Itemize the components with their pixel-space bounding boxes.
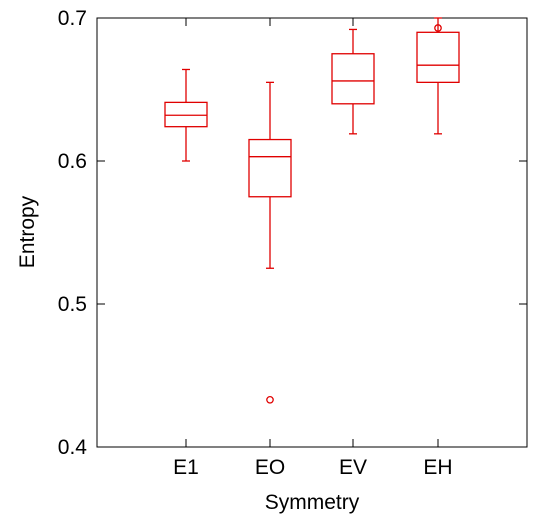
box-series [164, 17, 460, 404]
y-axis: 0.4 0.5 0.6 0.7 [58, 7, 527, 459]
y-axis-label: Entropy [16, 195, 39, 268]
y-tick-label: 0.7 [58, 7, 87, 30]
box-iqr [331, 53, 375, 105]
x-tick-label: E1 [173, 456, 199, 479]
x-tick-label: EH [423, 456, 452, 479]
x-tick-label: EV [339, 456, 367, 479]
box-iqr [416, 31, 460, 83]
y-tick-label: 0.5 [58, 293, 87, 316]
outlier-point [434, 24, 442, 32]
outlier-point [266, 395, 274, 404]
box-iqr [248, 138, 292, 198]
x-tick-label: EO [255, 456, 285, 479]
x-axis-label: Symmetry [265, 491, 360, 514]
box-iqr [164, 101, 208, 128]
y-tick-label: 0.4 [58, 436, 88, 459]
box-e1 [164, 68, 208, 162]
y-tick-label: 0.6 [58, 150, 87, 173]
box-eh [416, 17, 460, 135]
box-eo [248, 81, 292, 404]
box-ev [331, 28, 375, 135]
x-axis: E1 EO EV EH [173, 18, 453, 479]
plot-frame [96, 17, 528, 448]
